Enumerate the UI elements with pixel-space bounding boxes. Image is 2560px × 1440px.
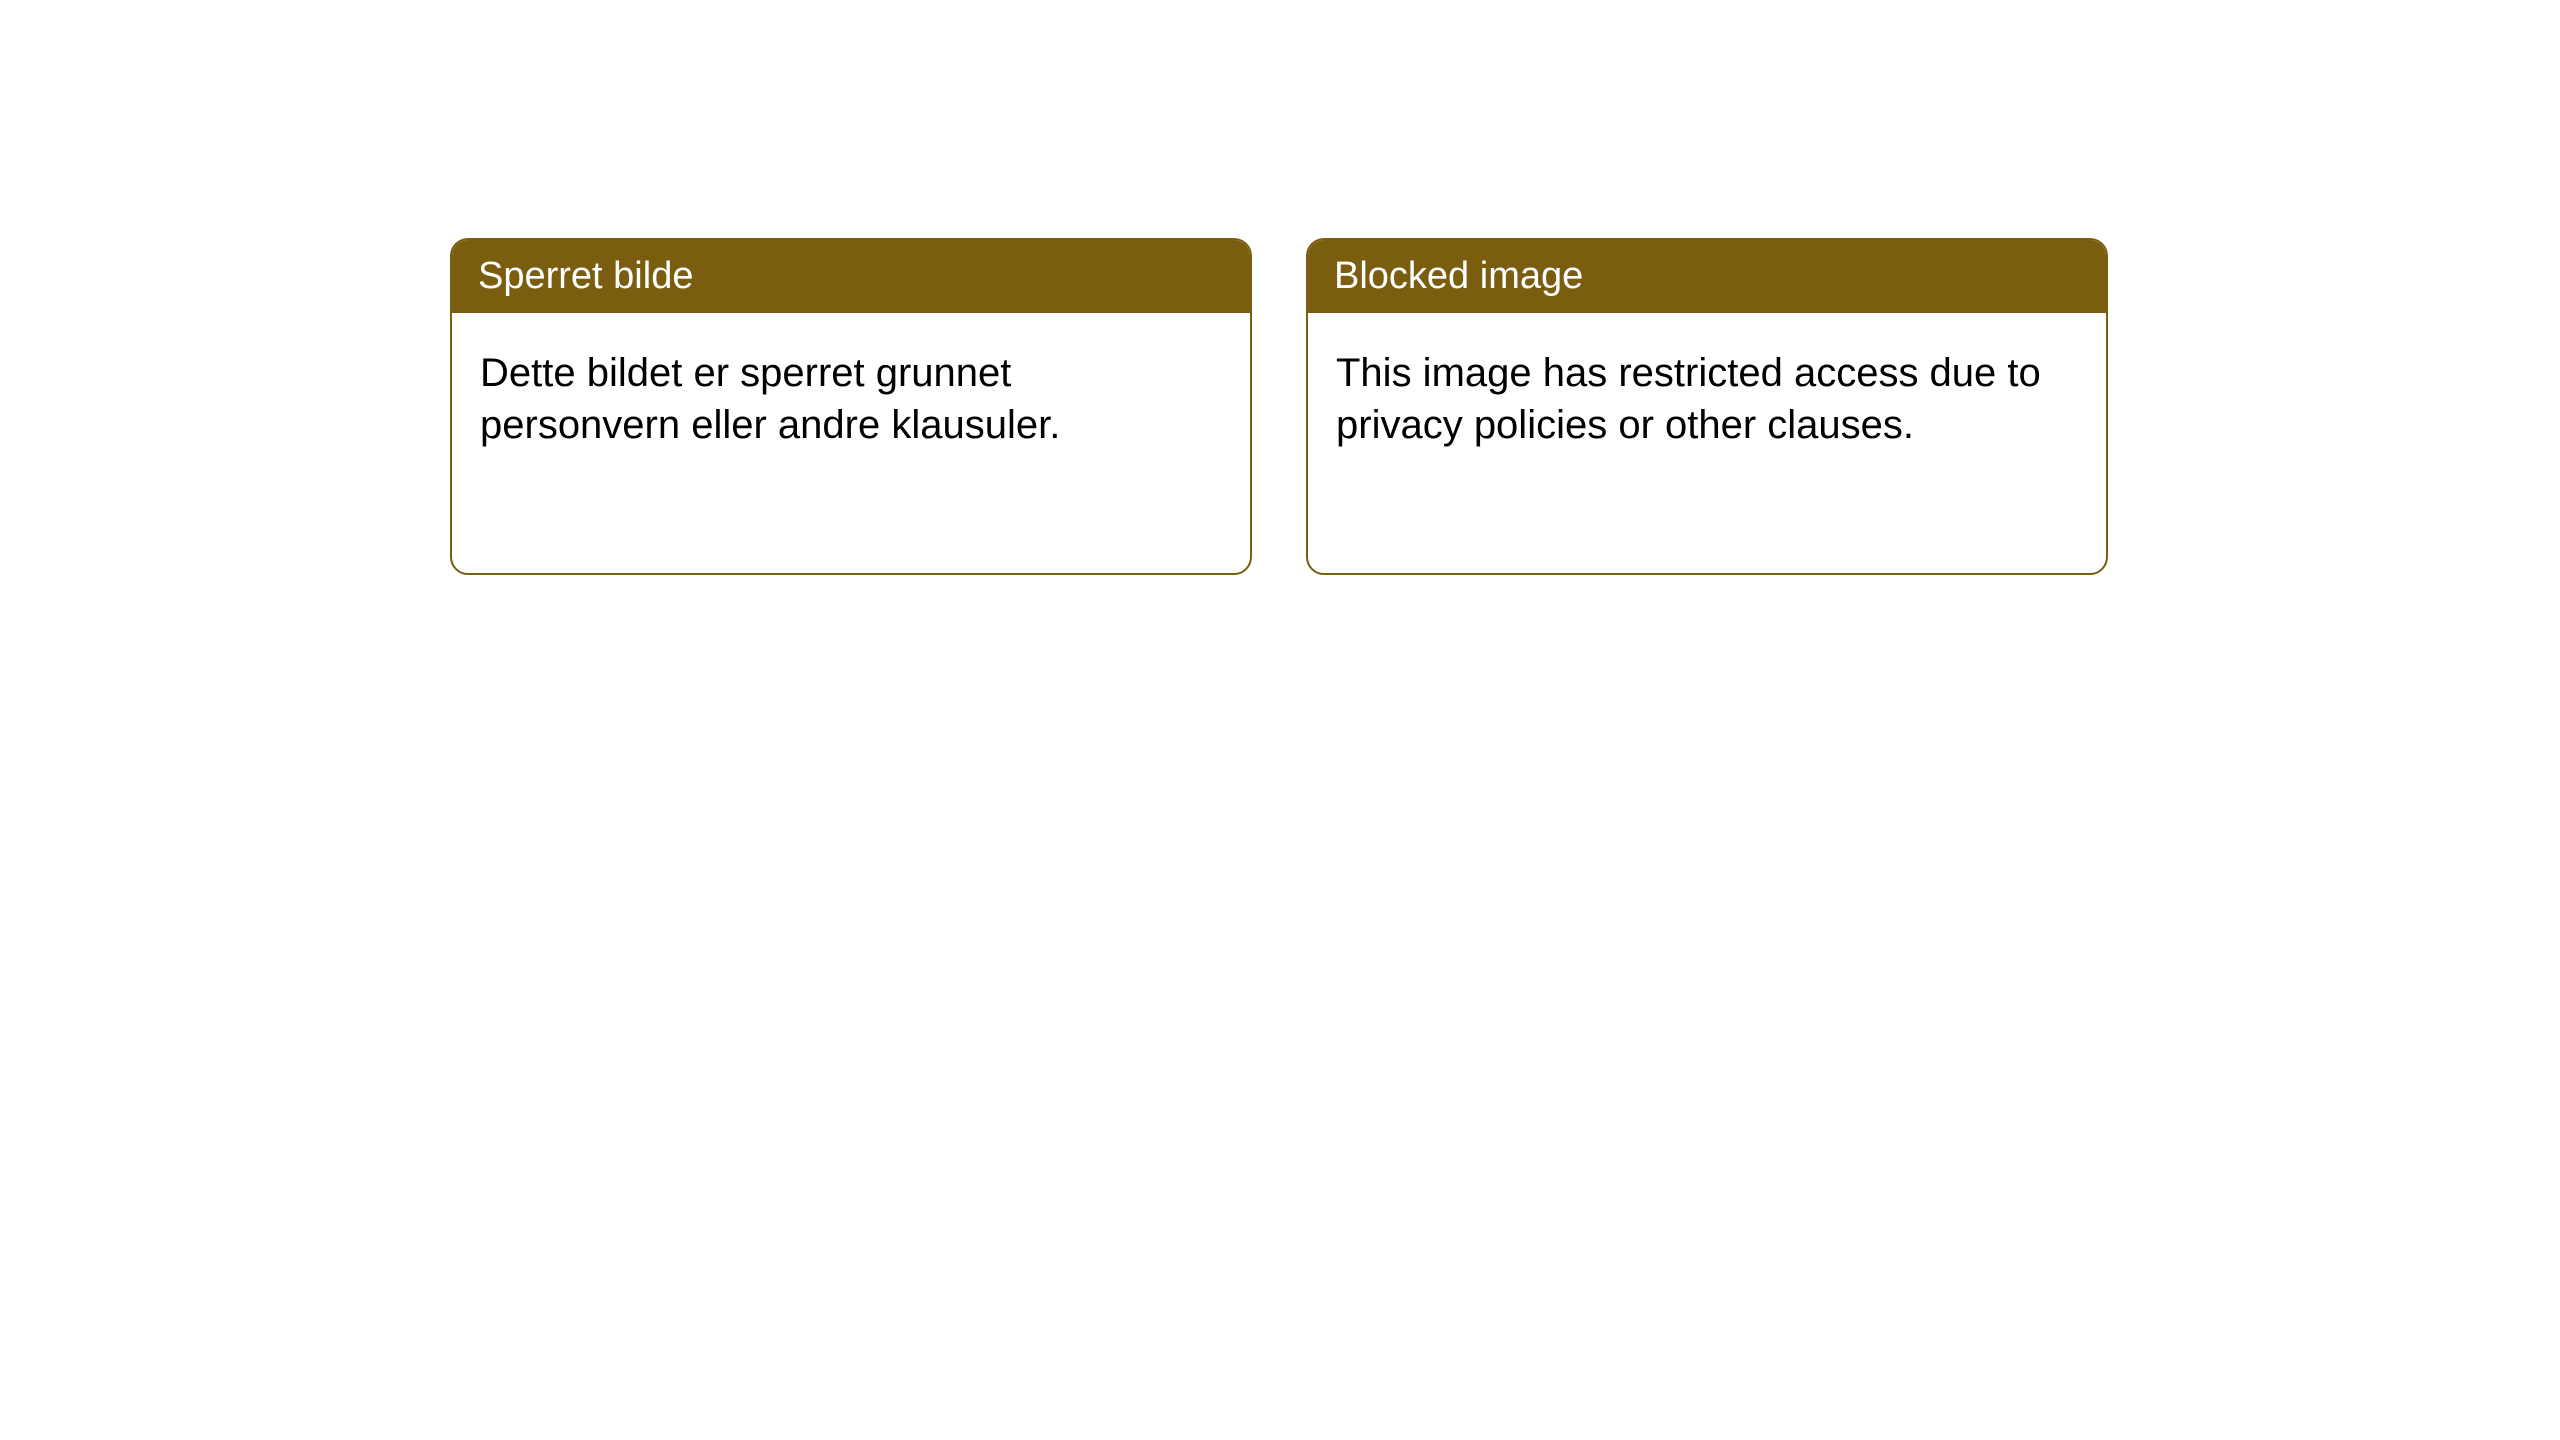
notice-card-english: Blocked image This image has restricted … [1306,238,2108,575]
notice-card-norwegian: Sperret bilde Dette bildet er sperret gr… [450,238,1252,575]
notice-container: Sperret bilde Dette bildet er sperret gr… [0,0,2560,575]
notice-title: Blocked image [1334,255,1583,297]
notice-header: Blocked image [1308,240,2106,313]
notice-body-text: This image has restricted access due to … [1336,351,2041,447]
notice-body: Dette bildet er sperret grunnet personve… [452,313,1250,485]
notice-body: This image has restricted access due to … [1308,313,2106,485]
notice-body-text: Dette bildet er sperret grunnet personve… [480,351,1060,447]
notice-header: Sperret bilde [452,240,1250,313]
notice-title: Sperret bilde [478,255,693,297]
